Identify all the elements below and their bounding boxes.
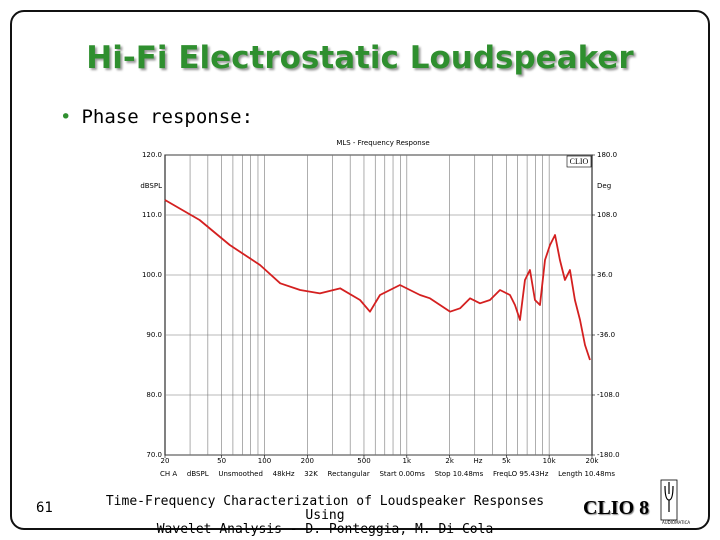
info-item: Unsmoothed (218, 470, 263, 478)
bullet-text: Phase response: (81, 106, 254, 128)
y2-tick-label: 36.0 (597, 271, 613, 279)
y-axis-label: dBSPL (140, 182, 162, 190)
info-item: Start 0.00ms (379, 470, 425, 478)
badge-box (566, 155, 592, 168)
info-item: Length 10.48ms (558, 470, 615, 478)
x-tick-label: 100 (258, 457, 271, 465)
x-tick-label: 5k (502, 457, 511, 465)
page-number: 61 (36, 500, 53, 516)
x-tick-label: 1k (403, 457, 412, 465)
x-tick-label: 500 (357, 457, 370, 465)
info-bar: CH A dBSPL Unsmoothed 48kHz 32K Rectangular St… (160, 470, 615, 478)
y-tick-label: 110.0 (142, 211, 162, 219)
y2-tick-label: -108.0 (597, 391, 620, 399)
phase-line (164, 199, 591, 361)
slide-title: Hi-Fi Electrostatic Loudspeaker (86, 40, 634, 76)
slide-frame (10, 10, 710, 530)
info-item: Stop 10.48ms (434, 470, 484, 478)
citation: Time-Frequency Characterization of Louds… (90, 495, 560, 537)
info-item: 48kHz (272, 470, 295, 478)
badge: CLIO (570, 157, 589, 166)
y-tick-label: 80.0 (146, 391, 162, 399)
info-item: Rectangular (327, 470, 370, 478)
y2-tick-label: 108.0 (597, 211, 617, 219)
info-item: dBSPL (186, 470, 209, 478)
logo: CLIO 8 (583, 497, 650, 519)
x-tick-label: 50 (217, 457, 226, 465)
y2-tick-label: -36.0 (597, 331, 615, 339)
x-tick-label: 200 (301, 457, 314, 465)
x-tick-label: 10k (543, 457, 557, 465)
y-tick-label: 90.0 (146, 331, 162, 339)
x-tick-label: 20k (586, 457, 600, 465)
y2-tick-label: -180.0 (597, 451, 620, 459)
x-tick-label: 20 (161, 457, 170, 465)
bullet: • Phase response: (60, 106, 254, 128)
x-tick-label: 2k (445, 457, 454, 465)
plot-area (164, 154, 593, 456)
y-tick-label: 120.0 (142, 151, 162, 159)
y2-tick-label: 180.0 (597, 151, 617, 159)
logo-icon (660, 479, 678, 521)
chart-title: MLS - Frequency Response (336, 139, 429, 147)
y-tick-label: 70.0 (146, 451, 162, 459)
x-axis-label: Hz (474, 457, 483, 465)
info-item: CH A (160, 470, 178, 478)
info-item: FreqLO 95.43Hz (493, 470, 549, 478)
citation-line: Time-Frequency Characterization of Louds… (105, 494, 545, 523)
y2-axis-label: Deg (597, 182, 611, 190)
info-item: 32K (304, 470, 318, 478)
logo-sub: AUDIOMATICA (662, 520, 691, 525)
y-tick-label: 100.0 (142, 271, 162, 279)
citation-line: Wavelet Analysis - D. Ponteggia, M. Di C… (156, 522, 494, 537)
